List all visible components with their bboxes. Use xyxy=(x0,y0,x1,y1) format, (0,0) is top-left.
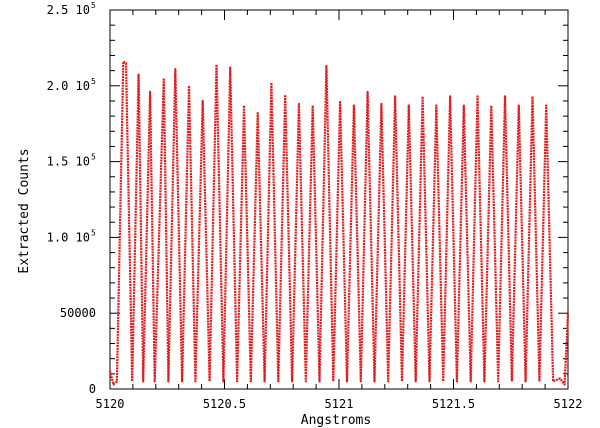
x-tick-label: 5121 xyxy=(325,397,354,411)
y-tick-exponent: 5 xyxy=(91,77,96,86)
y-tick-exponent: 5 xyxy=(91,1,96,10)
series-line xyxy=(108,60,570,386)
x-tick-label: 5122 xyxy=(554,397,583,411)
y-tick-label: 0 xyxy=(89,382,96,396)
x-axis: 5120 5120.5 5121 5121.5 5122 xyxy=(96,10,583,411)
x-tick-label: 5121.5 xyxy=(432,397,475,411)
y-tick-exponent: 5 xyxy=(91,228,96,237)
y-tick-label: 2.0 10 xyxy=(47,79,90,93)
y-tick-label: 1.0 10 xyxy=(47,230,90,244)
y-axis-label: Extracted Counts xyxy=(17,148,32,273)
x-tick-label: 5120 xyxy=(96,397,125,411)
x-axis-label: Angstroms xyxy=(301,413,371,428)
y-tick-label: 2.5 10 xyxy=(47,3,90,17)
y-tick-exponent: 5 xyxy=(91,153,96,162)
y-tick-label: 50000 xyxy=(60,306,96,320)
x-tick-label: 5120.5 xyxy=(203,397,246,411)
y-tick-label: 1.5 10 xyxy=(47,155,90,169)
series-layer xyxy=(108,60,570,386)
